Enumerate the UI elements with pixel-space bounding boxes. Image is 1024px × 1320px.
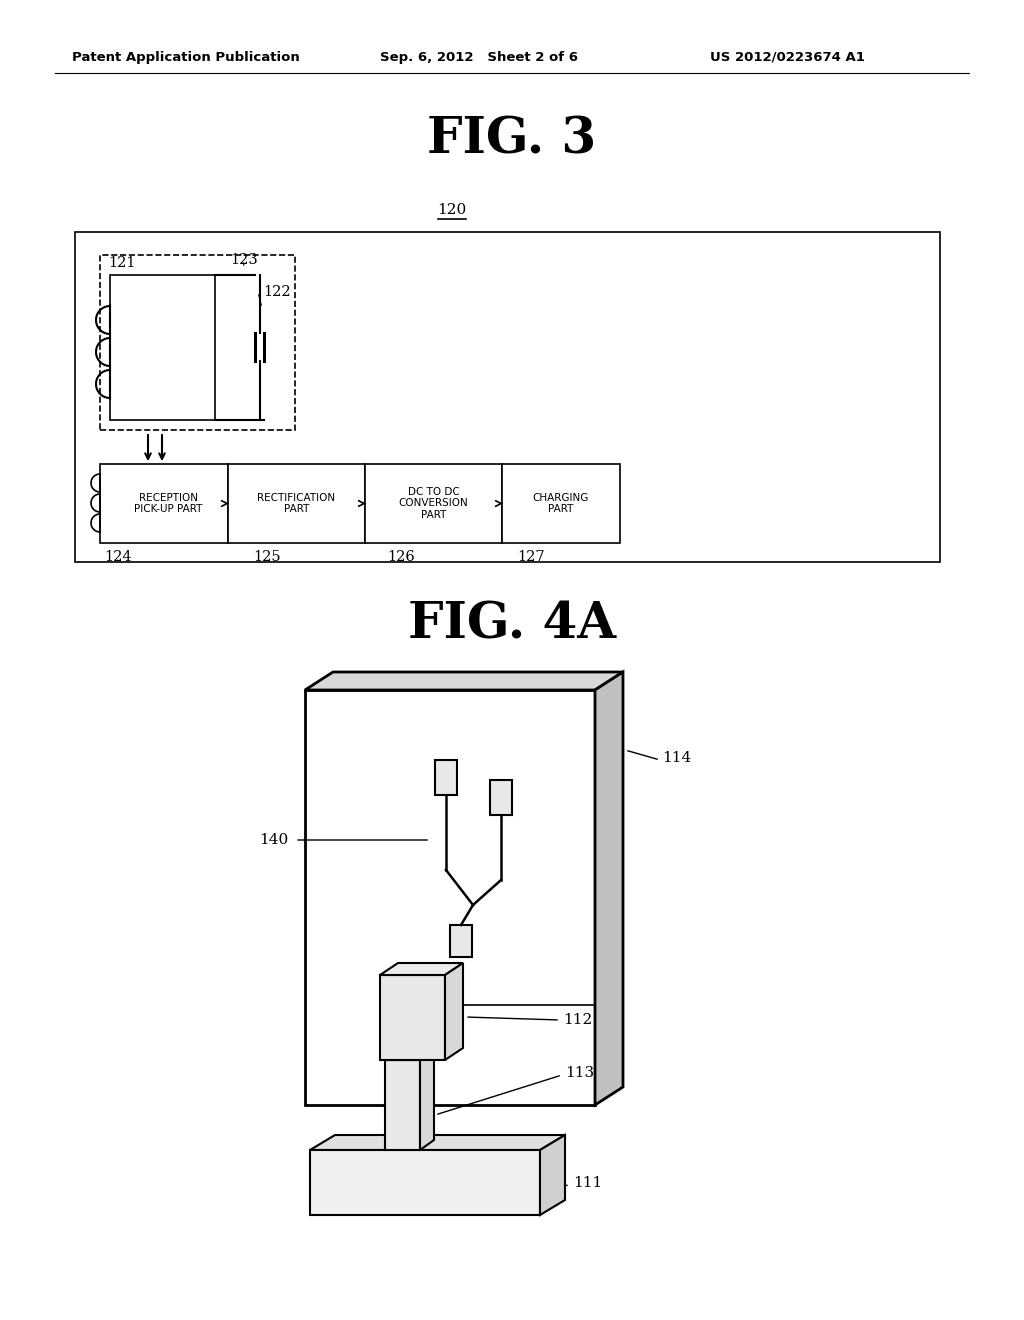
Polygon shape: [380, 975, 445, 1060]
Text: 111: 111: [573, 1176, 602, 1191]
Text: 120: 120: [437, 203, 467, 216]
Text: 126: 126: [387, 550, 415, 564]
Text: 127: 127: [517, 550, 545, 564]
Text: FIG. 3: FIG. 3: [427, 116, 597, 165]
Bar: [75, 232, 940, 562]
Polygon shape: [380, 964, 463, 975]
Polygon shape: [445, 964, 463, 1060]
Polygon shape: [540, 1135, 565, 1214]
Text: FIG. 4A: FIG. 4A: [408, 601, 616, 649]
Text: DC TO DC
CONVERSION
PART: DC TO DC CONVERSION PART: [398, 487, 468, 520]
Bar: [228, 465, 365, 543]
Polygon shape: [385, 1049, 434, 1060]
Bar: [100, 255, 295, 430]
Polygon shape: [305, 672, 623, 690]
Text: 121: 121: [108, 256, 135, 271]
Text: 124: 124: [104, 550, 132, 564]
Bar: [100, 465, 228, 543]
Text: US 2012/0223674 A1: US 2012/0223674 A1: [710, 50, 865, 63]
Text: CHARGING
PART: CHARGING PART: [532, 492, 589, 515]
Text: 125: 125: [253, 550, 281, 564]
Bar: [365, 465, 502, 543]
Polygon shape: [435, 760, 457, 795]
Text: RECEPTION
PICK-UP PART: RECEPTION PICK-UP PART: [134, 492, 202, 515]
Polygon shape: [310, 1135, 565, 1150]
Text: 140: 140: [259, 833, 288, 847]
Polygon shape: [420, 1049, 434, 1150]
Text: 123: 123: [230, 253, 258, 267]
Bar: [502, 465, 620, 543]
Polygon shape: [490, 780, 512, 814]
Bar: [110, 275, 215, 420]
Polygon shape: [595, 672, 623, 1105]
Text: RECTIFICATION
PART: RECTIFICATION PART: [257, 492, 336, 515]
Text: Sep. 6, 2012   Sheet 2 of 6: Sep. 6, 2012 Sheet 2 of 6: [380, 50, 578, 63]
Polygon shape: [310, 1150, 540, 1214]
Text: Patent Application Publication: Patent Application Publication: [72, 50, 300, 63]
Polygon shape: [305, 690, 595, 1105]
Polygon shape: [385, 1060, 420, 1150]
Text: 113: 113: [565, 1067, 594, 1080]
Text: 122: 122: [263, 285, 291, 300]
Text: 114: 114: [662, 751, 691, 766]
Text: 112: 112: [563, 1012, 592, 1027]
Polygon shape: [450, 925, 472, 957]
